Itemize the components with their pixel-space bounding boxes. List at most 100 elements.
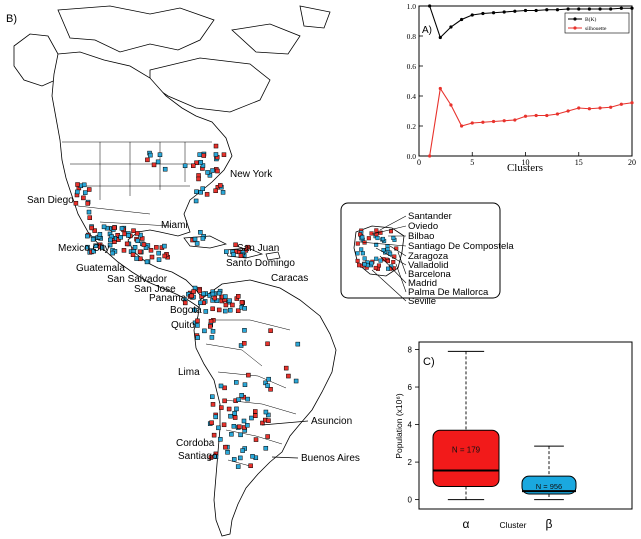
spain-city-label: Santiago De Compostela [408,241,514,252]
city-marker [295,341,301,347]
city-marker [229,431,234,437]
x-tick-label: 15 [575,158,583,167]
city-marker [213,143,219,149]
data-point [545,8,549,12]
data-point [545,113,549,118]
city-marker [237,424,242,430]
x-tick-label: 5 [470,158,474,167]
city-marker [205,170,210,175]
city-marker [86,209,92,215]
data-point [555,112,560,116]
data-point [491,11,496,15]
legend-label: silhouette [585,26,607,32]
data-point [491,119,496,124]
data-point [566,7,570,11]
city-marker [191,163,196,168]
spain-city-label: Seville [408,296,436,307]
leader-line [371,269,407,302]
city-marker [248,463,253,469]
city-marker [191,289,196,294]
city-marker [223,294,228,299]
city-marker [213,152,219,157]
city-marker [203,309,209,314]
leader-line [395,263,407,293]
state-borders [62,141,212,227]
city-marker [141,242,147,247]
leader-line [389,245,407,257]
spain-markers [355,228,399,271]
city-marker [266,412,271,418]
city-marker [194,189,199,194]
spain-city-marker [357,263,362,268]
x-tick-label: 0 [417,158,421,167]
city-marker [253,413,258,418]
city-marker [213,188,218,194]
box-count-label: N = 179 [452,446,481,455]
leader-line [379,215,407,231]
data-point [630,101,634,105]
data-point [598,7,602,11]
spain-city-marker [355,251,360,256]
city-marker [227,307,233,313]
city-marker [204,192,210,197]
city-marker [145,157,150,163]
spain-city-marker [391,260,396,265]
city-marker [87,215,92,220]
city-marker [245,396,250,402]
city-marker [131,228,136,233]
city-marker [236,294,241,299]
data-point [566,109,570,113]
city-marker [232,410,237,416]
legend: B(K) silhouette [564,12,630,34]
spain-city-marker [374,228,379,233]
city-marker [198,300,203,306]
city-label: Lima [178,367,200,378]
city-marker [209,420,214,426]
data-point [449,25,453,29]
city-marker [266,418,271,423]
data-point [534,113,538,118]
city-marker [92,228,97,233]
panel-label-a: A) [422,25,432,36]
city-marker [75,182,80,187]
city-marker [97,232,103,237]
city-label: San Diego [27,195,74,206]
city-marker [130,252,136,257]
city-marker [236,397,241,402]
city-marker [118,234,124,240]
city-marker [162,243,167,249]
y-tick-label: 0.2 [407,122,417,131]
city-marker [194,241,200,246]
data-point [577,106,581,110]
city-marker [253,437,259,442]
spain-city-marker [369,231,374,236]
city-marker [73,200,79,206]
x-axis-label: Cluster [500,520,527,530]
leader-line [375,247,407,266]
city-marker [196,176,201,182]
city-marker [198,230,203,235]
y-tick-label: 8 [408,346,413,355]
city-marker [85,233,90,239]
data-point [609,105,613,109]
city-marker [93,243,98,249]
city-marker [101,224,107,230]
spain-city-marker [380,236,385,241]
city-marker [239,300,245,305]
city-marker [216,425,221,431]
alaska [13,33,61,87]
city-marker [239,393,244,398]
city-marker [201,291,206,297]
city-marker [134,231,140,236]
city-marker [221,152,227,157]
spain-city-marker [391,235,396,240]
city-marker [201,153,207,158]
city-marker [210,329,216,334]
city-marker [228,413,233,419]
city-marker [99,245,105,250]
city-marker [119,226,125,231]
legend-label: B(K) [585,16,596,23]
city-marker [137,249,143,255]
city-marker [235,308,241,314]
